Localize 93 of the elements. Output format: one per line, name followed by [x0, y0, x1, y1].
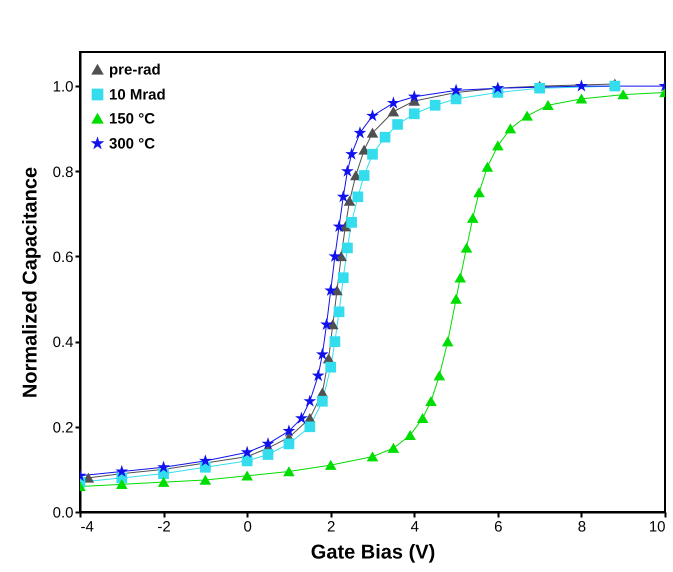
point	[408, 108, 420, 120]
point	[330, 251, 340, 261]
y-tick-label: 0.6	[52, 248, 74, 266]
point	[338, 272, 349, 284]
x-tick-label: -2	[157, 518, 171, 536]
point	[326, 285, 336, 295]
point	[342, 242, 353, 254]
legend-label: pre-rad	[109, 62, 161, 78]
point	[317, 349, 328, 359]
point	[505, 124, 516, 134]
point	[450, 84, 462, 95]
point	[482, 162, 493, 172]
point	[116, 480, 128, 490]
point	[576, 94, 587, 104]
point	[380, 132, 390, 143]
point	[367, 110, 378, 120]
point	[296, 412, 307, 423]
point	[334, 306, 344, 318]
point	[116, 466, 127, 476]
point	[392, 119, 403, 130]
point	[317, 396, 328, 407]
x-tick-label: -4	[80, 518, 94, 536]
point	[430, 100, 441, 111]
y-tick-label: 0.4	[52, 334, 74, 352]
point	[321, 319, 332, 330]
point	[284, 438, 294, 450]
point	[262, 438, 274, 448]
point	[474, 188, 484, 198]
point	[618, 90, 629, 100]
point	[304, 421, 316, 432]
point	[542, 100, 554, 110]
point	[344, 196, 355, 206]
x-tick-label: 8	[578, 518, 586, 536]
point	[346, 217, 357, 228]
point	[388, 98, 399, 108]
point	[492, 140, 504, 150]
point	[346, 148, 357, 159]
point	[304, 396, 315, 406]
point	[358, 170, 370, 181]
x-tick-label: 10	[648, 518, 666, 536]
point	[409, 91, 420, 102]
point	[352, 191, 364, 202]
point	[158, 477, 169, 487]
point	[388, 106, 399, 116]
point	[327, 320, 338, 330]
point	[467, 213, 478, 223]
legend-label: 300 °C	[109, 136, 156, 152]
point	[367, 148, 378, 160]
point	[338, 191, 348, 202]
point	[242, 471, 252, 481]
point	[367, 452, 378, 462]
point	[450, 94, 462, 104]
x-tick-label: 4	[410, 518, 419, 536]
point	[442, 336, 454, 346]
legend-label: 10 Mrad	[109, 86, 166, 104]
y-tick-label: 0.8	[52, 164, 74, 181]
y-tick-label: 1.0	[52, 78, 74, 96]
legend-label: 150 °C	[109, 110, 156, 128]
point	[334, 221, 344, 232]
point	[262, 449, 274, 460]
point	[610, 80, 620, 92]
y-tick-label: 0.2	[52, 419, 74, 436]
x-tick-label: 6	[494, 518, 503, 536]
point	[158, 462, 169, 472]
point	[242, 456, 252, 466]
point	[325, 362, 336, 373]
point	[404, 430, 416, 440]
point	[454, 273, 466, 282]
y-tick-label: 0.0	[52, 504, 74, 522]
x-tick-label: 2	[327, 518, 336, 536]
point	[200, 456, 210, 466]
point	[367, 128, 378, 138]
point	[388, 443, 399, 453]
point	[450, 294, 462, 304]
point	[417, 414, 428, 424]
point	[200, 475, 211, 485]
point	[461, 243, 472, 253]
point	[242, 447, 252, 457]
point	[330, 336, 340, 347]
point	[576, 80, 587, 91]
point	[342, 166, 353, 176]
point	[354, 128, 366, 138]
point	[284, 466, 294, 476]
point	[284, 426, 294, 436]
y-axis-title: Normalized Capacitance	[20, 166, 42, 398]
x-axis-title: Gate Bias (V)	[310, 542, 436, 564]
point	[313, 370, 324, 380]
point	[325, 460, 336, 470]
x-tick-label: 0	[243, 518, 252, 536]
point	[426, 396, 436, 406]
point	[434, 370, 445, 380]
point	[534, 82, 545, 94]
point	[522, 111, 532, 121]
